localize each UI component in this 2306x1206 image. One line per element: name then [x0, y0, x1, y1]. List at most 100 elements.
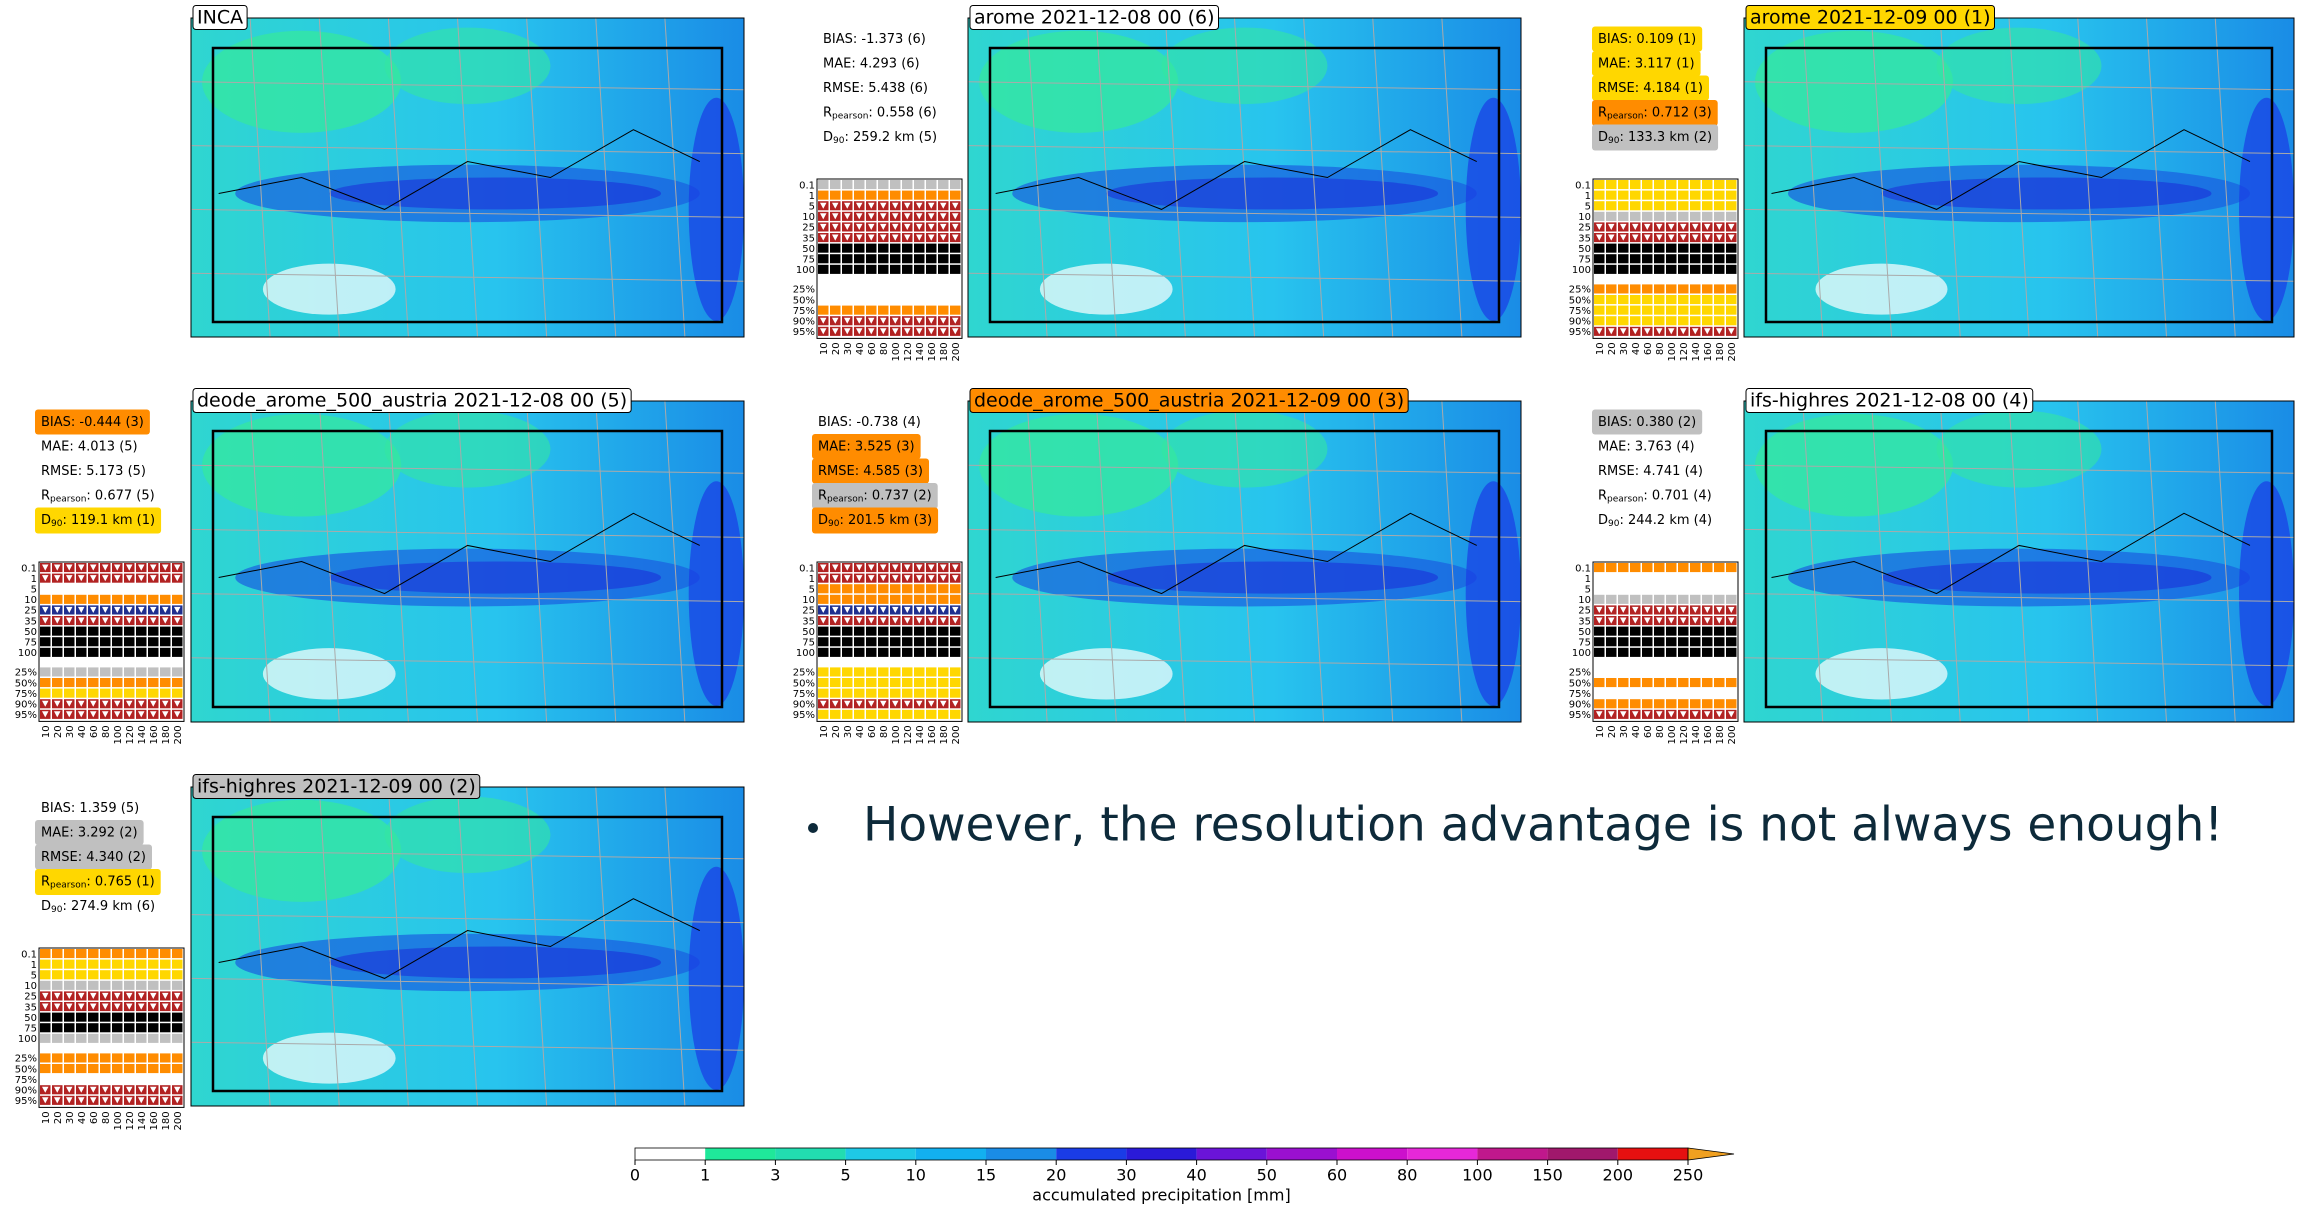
colorbar-label: accumulated precipitation [mm]: [1032, 1186, 1290, 1205]
grid-cell: [854, 688, 865, 698]
grid-cell: [148, 1064, 159, 1074]
grid-cell: [866, 190, 877, 200]
grid-cell: [818, 284, 829, 294]
stat-value: : 0.109 (1): [1628, 32, 1696, 47]
grid-cell: [1594, 264, 1605, 274]
grid-cell: [172, 970, 183, 980]
grid-cell: [88, 688, 99, 698]
grid-cell-symbol: [868, 234, 875, 241]
grid-cell: [1666, 688, 1677, 698]
grid-cell: [100, 1053, 111, 1063]
grid-cell: [1594, 626, 1605, 636]
grid-row-label: 75: [24, 638, 37, 649]
grid-cell: [1594, 699, 1605, 709]
grid-cell: [64, 1064, 75, 1074]
grid-cell: [124, 637, 135, 647]
grid-cell: [148, 949, 159, 959]
grid-cell: [1726, 243, 1737, 253]
map-blob: [1936, 410, 2102, 488]
grid-cell-symbol: [868, 617, 875, 624]
panel-title: INCA: [197, 7, 243, 29]
grid-row-label: 1: [809, 574, 815, 585]
grid-cell: [52, 1012, 63, 1022]
grid-cell-symbol: [126, 606, 133, 613]
map-gridline: [526, 400, 548, 723]
grid-cell-symbol: [54, 617, 61, 624]
grid-cell: [830, 626, 841, 636]
grid-cell: [160, 970, 171, 980]
grid-cell-symbol: [1692, 617, 1699, 624]
grid-cell-symbol: [940, 234, 947, 241]
grid-cell: [1606, 563, 1617, 573]
grid-cell: [64, 688, 75, 698]
grid-row-label: 90%: [1569, 700, 1591, 711]
stat: MAE: 3.525 (3): [818, 439, 915, 454]
grid-cell: [1594, 563, 1605, 573]
grid-row-label: 10: [802, 595, 815, 606]
grid-col-label: 120: [903, 342, 914, 361]
grid-cell-symbol: [844, 223, 851, 230]
grid-cell: [124, 678, 135, 688]
stat-sub: pearson: [1607, 494, 1643, 504]
map-gridline: [2077, 17, 2099, 338]
grid-cell: [124, 980, 135, 990]
map-blob: [1465, 481, 1521, 706]
grid-cell-symbol: [904, 575, 911, 582]
grid-cell-symbol: [102, 1086, 109, 1093]
map-blob: [1755, 30, 1953, 133]
grid-cell: [830, 305, 841, 315]
grid-cell: [1666, 563, 1677, 573]
map-gridline: [1372, 17, 1394, 338]
grid-cell: [1666, 667, 1677, 677]
grid-cell-symbol: [114, 575, 121, 582]
grid-cell: [866, 637, 877, 647]
grid-cell: [1594, 678, 1605, 688]
grid-cell: [40, 970, 51, 980]
grid-cell: [136, 1033, 147, 1043]
grid-cell-symbol: [42, 606, 49, 613]
stat-label: BIAS: [818, 415, 848, 430]
grid-cell: [136, 584, 147, 594]
grid-cell: [1618, 563, 1629, 573]
grid-cell-symbol: [880, 213, 887, 220]
grid-cell-symbol: [952, 213, 959, 220]
grid-row-label: 1: [31, 574, 37, 585]
grid-cell: [1702, 647, 1713, 657]
grid-cell-symbol: [54, 606, 61, 613]
stat-value: : 4.184 (1): [1635, 81, 1703, 96]
grid-cell-symbol: [90, 617, 97, 624]
grid-frame: [816, 178, 963, 339]
grid-cell: [40, 959, 51, 969]
grid-cell: [1726, 190, 1737, 200]
grid-cell: [1654, 243, 1665, 253]
grid-cell-symbol: [90, 564, 97, 571]
grid-cell: [1606, 667, 1617, 677]
grid-cell: [830, 647, 841, 657]
grid-cell: [52, 959, 63, 969]
grid-cell: [842, 688, 853, 698]
grid-cell-symbol: [832, 328, 839, 335]
stat: MAE: 4.293 (6): [823, 56, 920, 71]
grid-cell-symbol: [916, 317, 923, 324]
grid-row-label: 90%: [15, 700, 37, 711]
grid-cell: [1690, 699, 1701, 709]
grid-cell: [854, 284, 865, 294]
stat-label: BIAS: [1598, 415, 1628, 430]
grid-col-label: 30: [843, 725, 854, 738]
grid-cell-symbol: [928, 234, 935, 241]
grid-cell: [938, 284, 949, 294]
grid-cell-symbol: [54, 564, 61, 571]
grid-cell: [950, 190, 961, 200]
grid-cell-symbol: [820, 606, 827, 613]
grid-cell-symbol: [1656, 234, 1663, 241]
stat-sub: pearson: [832, 111, 868, 121]
grid-cell-symbol: [940, 202, 947, 209]
grid-cell-symbol: [1692, 328, 1699, 335]
grid-cell: [1666, 305, 1677, 315]
grid-cell-symbol: [66, 575, 73, 582]
grid-cell: [890, 243, 901, 253]
grid-cell-symbol: [126, 1086, 133, 1093]
grid-cell: [890, 264, 901, 274]
map-gridline: [190, 1041, 745, 1051]
map-gridline: [1234, 400, 1255, 723]
